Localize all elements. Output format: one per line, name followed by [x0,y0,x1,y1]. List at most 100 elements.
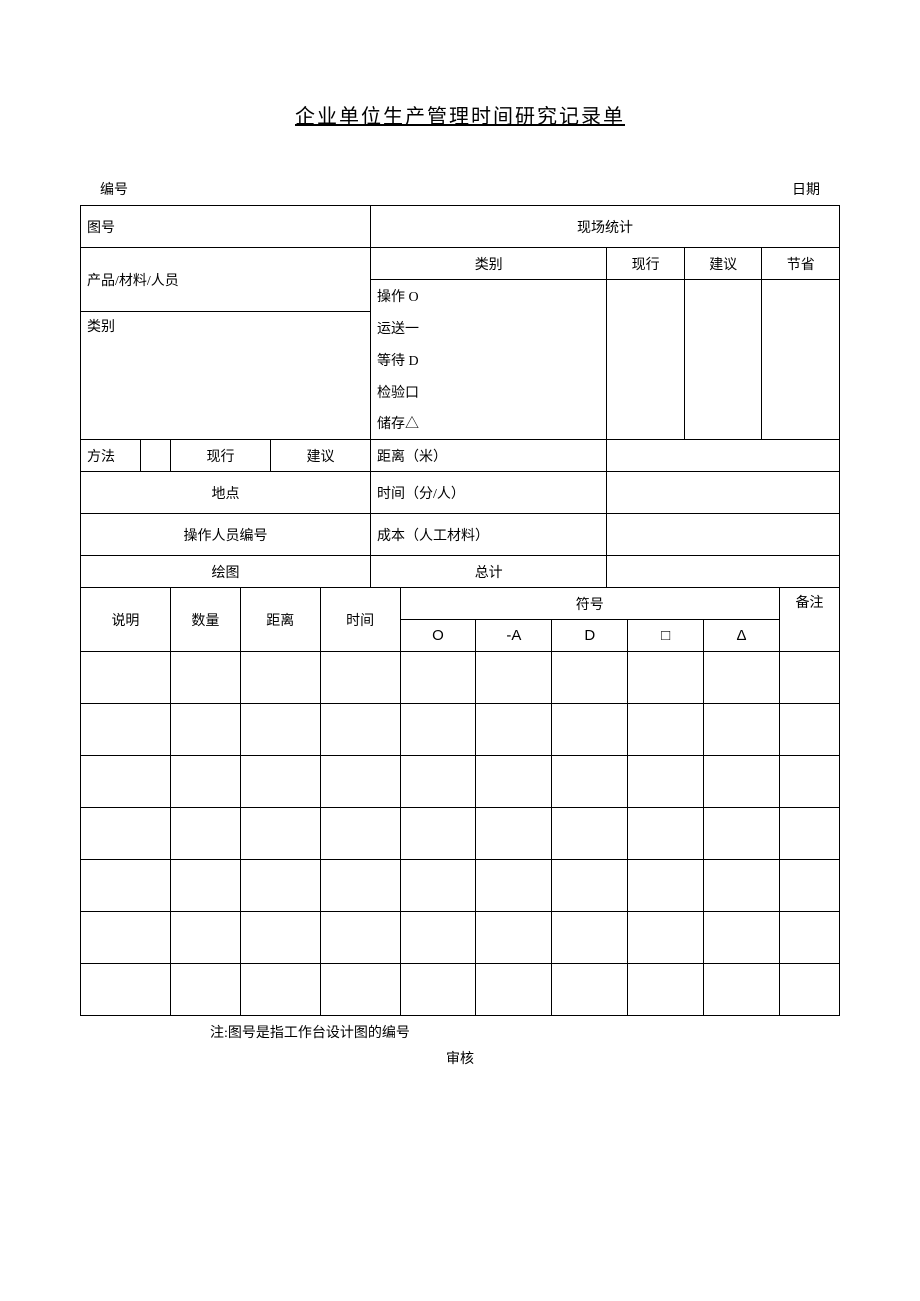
hdr-remark: 备注 [780,588,840,652]
table-cell [240,808,320,860]
table-cell [476,756,552,808]
row-wait: 等待 D [371,344,607,376]
method-blank [141,440,171,472]
table-cell [320,652,400,704]
row-store: 储存△ [371,408,607,440]
table-cell [476,912,552,964]
table-cell [552,964,628,1016]
table-row [81,652,840,704]
hdr-time: 时间 [320,588,400,652]
save-blank [762,280,840,440]
method-suggest: 建议 [271,440,371,472]
table-cell [320,860,400,912]
table-cell [628,652,704,704]
table-row [81,808,840,860]
table-cell [170,860,240,912]
table-cell [170,808,240,860]
hdr-qty: 数量 [170,588,240,652]
sym-tri: Δ [704,620,780,652]
table-cell [320,704,400,756]
table-cell [476,860,552,912]
place-cell: 地点 [81,472,371,514]
distance-blank [607,440,840,472]
table-cell [400,912,476,964]
row-inspect: 检验口 [371,376,607,408]
table-cell [552,860,628,912]
table-cell [704,912,780,964]
drawing-cell: 绘图 [81,556,371,588]
table-cell [81,808,171,860]
table-cell [628,704,704,756]
distance-label: 距离（米） [371,440,607,472]
table-cell [704,704,780,756]
table-cell [170,652,240,704]
table-cell [704,652,780,704]
col-current: 现行 [607,248,685,280]
table-cell [780,860,840,912]
sym-o: O [400,620,476,652]
col-suggest: 建议 [684,248,762,280]
table-cell [400,964,476,1016]
method-label: 方法 [81,440,141,472]
table-cell [400,704,476,756]
cost-label: 成本（人工材料） [371,514,607,556]
table-cell [552,756,628,808]
sym-d: D [552,620,628,652]
table-cell [704,756,780,808]
upper-table: 图号 现场统计 产品/材料/人员 类别 现行 建议 节省 操作 O 类别 运送一… [80,205,840,588]
table-cell [628,964,704,1016]
total-label: 总计 [371,556,607,588]
table-cell [170,704,240,756]
table-cell [476,652,552,704]
table-cell [628,756,704,808]
table-cell [704,808,780,860]
method-current: 现行 [171,440,271,472]
detail-rows-body [81,652,840,1016]
table-cell [628,860,704,912]
total-blank [607,556,840,588]
table-cell [170,756,240,808]
table-cell [476,808,552,860]
table-cell [780,756,840,808]
hdr-symbol: 符号 [400,588,779,620]
table-cell [240,964,320,1016]
suggest-blank [684,280,762,440]
table-row [81,912,840,964]
current-blank [607,280,685,440]
table-cell [628,808,704,860]
type-header-cell: 类别 [371,248,607,280]
table-cell [81,652,171,704]
table-cell [400,756,476,808]
page-title: 企业单位生产管理时间研究记录单 [80,100,840,129]
footer-audit: 审核 [80,1048,840,1068]
table-cell [240,912,320,964]
date-label: 日期 [792,179,820,199]
serial-no-label: 编号 [100,179,128,199]
time-blank [607,472,840,514]
cost-blank [607,514,840,556]
operator-cell: 操作人员编号 [81,514,371,556]
row-op: 操作 O [371,280,607,312]
table-row [81,756,840,808]
table-cell [240,704,320,756]
table-row [81,704,840,756]
header-row: 编号 日期 [80,179,840,205]
table-cell [780,912,840,964]
drawing-no-cell: 图号 [81,206,371,248]
col-save: 节省 [762,248,840,280]
table-cell [240,652,320,704]
table-row [81,860,840,912]
table-cell [628,912,704,964]
table-cell [704,860,780,912]
time-label: 时间（分/人） [371,472,607,514]
table-cell [170,912,240,964]
category-cell: 类别 [81,312,371,440]
table-cell [81,912,171,964]
table-cell [320,912,400,964]
hdr-dist: 距离 [240,588,320,652]
footer-note: 注:图号是指工作台设计图的编号 [80,1022,840,1042]
table-cell [170,964,240,1016]
table-cell [240,860,320,912]
table-cell [320,756,400,808]
hdr-desc: 说明 [81,588,171,652]
